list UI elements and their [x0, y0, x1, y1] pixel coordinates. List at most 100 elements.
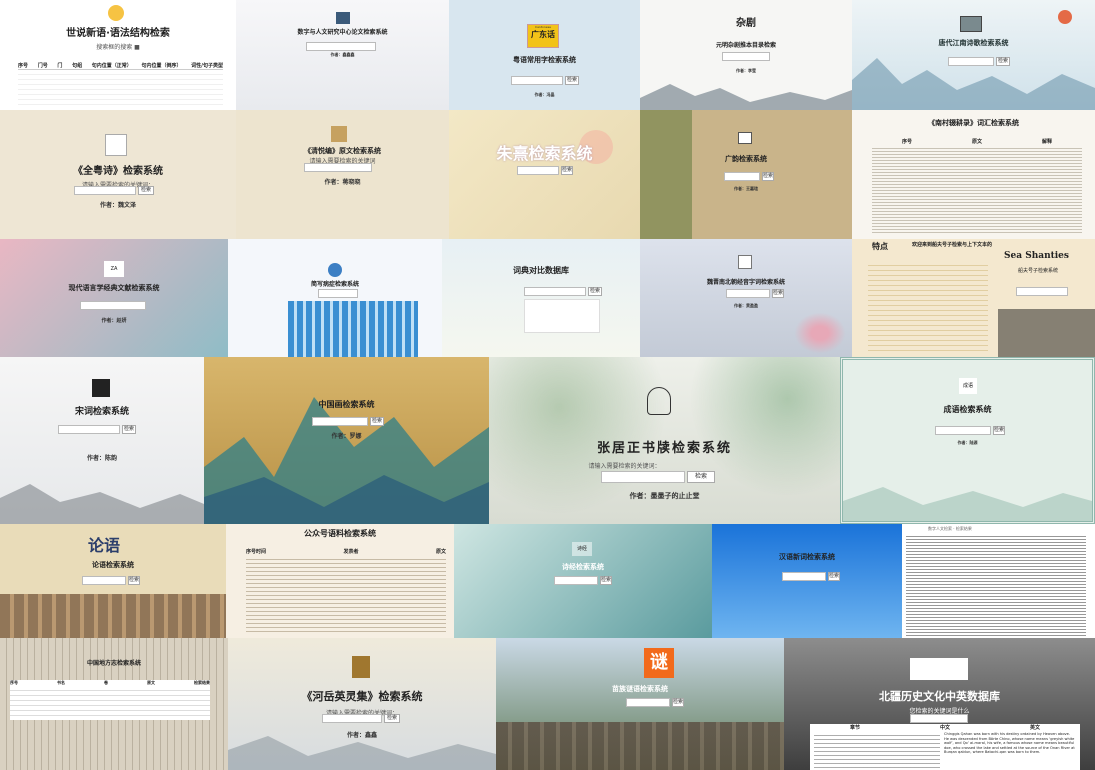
search-button[interactable]: 检索 — [687, 471, 715, 483]
search-button[interactable]: 检索 — [996, 57, 1010, 66]
tile-yuan-ming-zaju[interactable]: 杂剧 元明杂剧推本目录检索 作者：李莹 — [640, 0, 852, 110]
tile-digital-humanities-papers[interactable]: 数字与人文研究中心论文检索系统 作者：鑫鑫鑫 — [236, 0, 449, 110]
search-input[interactable] — [58, 425, 120, 434]
search-input[interactable] — [306, 42, 376, 51]
search-input[interactable] — [312, 417, 368, 426]
search-input[interactable] — [948, 57, 994, 66]
tile-local-gazetteer[interactable]: 中国地方志检索系统 序号 书名 卷 原文 检索结果 — [0, 638, 228, 770]
tile-idiom[interactable]: 成语 成语检索系统 检索 作者：陆源 — [840, 357, 1095, 524]
search-button[interactable]: 检索 — [370, 417, 384, 426]
search-button[interactable]: 检索 — [565, 76, 579, 85]
tile-title: 《南村辍耕录》词汇检索系统 — [928, 119, 1019, 127]
tile-new-words[interactable]: 汉语新词检索系统 检索 — [712, 524, 902, 638]
author-label: 作者：赵妍 — [101, 318, 127, 324]
tree-illustration — [640, 110, 692, 239]
search-input[interactable] — [74, 186, 136, 195]
search-input[interactable] — [322, 714, 382, 723]
tile-title: 中国地方志检索系统 — [86, 660, 141, 667]
tile-dictionary-compare[interactable]: 词典对比数据库 检索 — [442, 239, 640, 357]
author-label: 作者：墨墨子的止止堂 — [629, 492, 700, 500]
search-input[interactable] — [626, 698, 670, 707]
search-input[interactable] — [724, 172, 760, 181]
search-button[interactable]: 检索 — [128, 576, 140, 585]
institution-logo-icon — [910, 658, 968, 680]
tile-guangyun[interactable]: 广韵检索系统 检索 作者：王嘉瑄 — [640, 110, 852, 239]
tile-zhang-juzheng[interactable]: 张居正书牍检索系统 请输入需要检索的关键词： 检索 作者：墨墨子的止止堂 — [489, 357, 840, 524]
search-button[interactable]: 检索 — [384, 714, 400, 723]
tile-song-ci[interactable]: 宋词检索系统 检索 作者：陈韵 — [0, 357, 204, 524]
tile-analects[interactable]: 论语 论语检索系统 检索 — [0, 524, 226, 638]
search-button[interactable]: 检索 — [561, 166, 573, 175]
tile-sea-shanties[interactable]: 欢迎来到船夫号子检索与上下文本的 特点 Sea Shanties 船夫号子检索系… — [852, 239, 1095, 357]
tile-miao-riddles[interactable]: 谜 苗族谜语检索系统 检索 — [496, 638, 784, 770]
search-input[interactable] — [524, 287, 586, 296]
search-button[interactable]: 检索 — [772, 289, 784, 298]
tile-abbrev-disease[interactable]: 简写病症检索系统 — [228, 239, 442, 357]
center-logo-icon — [336, 12, 350, 24]
col-header: 词性/句子类型 — [191, 63, 223, 69]
search-input[interactable] — [935, 426, 991, 435]
tile-title: 《清悦编》原文检索系统 — [304, 146, 381, 155]
search-button[interactable]: 检索 — [588, 287, 602, 296]
col-header: 句内位置（倒序） — [141, 63, 182, 69]
tile-tang-jiangnan-poetry[interactable]: 唐代江南诗歌检索系统 检索 — [852, 0, 1095, 110]
search-input[interactable] — [782, 572, 826, 581]
tile-search-results[interactable]: 数字人文检索 · 检索结果 — [902, 524, 1095, 638]
tile-chinese-painting[interactable]: 中国画检索系统 检索 作者：罗娜 — [204, 357, 489, 524]
search-button[interactable]: 检索 — [122, 425, 136, 434]
mountain-illustration — [843, 487, 1092, 521]
tile-zhuxi[interactable]: 朱熹检索系统 检索 — [449, 110, 640, 239]
search-button[interactable]: 检索 — [993, 426, 1005, 435]
col-header: 发表者 — [343, 549, 359, 555]
col-header: 句组 — [72, 63, 83, 69]
header-text: 欢迎来到船夫号子检索与上下文本的 — [912, 242, 993, 248]
search-input[interactable] — [1016, 287, 1068, 296]
tile-title: 简写病症检索系统 — [310, 281, 359, 288]
search-input[interactable] — [722, 52, 770, 61]
tile-heyue-yingling[interactable]: 《河岳英灵集》检索系统 请输入需要检索的关键词： 检索 作者：鑫鑫 — [228, 638, 496, 770]
mountain-illustration — [0, 484, 204, 524]
search-button[interactable]: 检索 — [672, 698, 684, 707]
search-input[interactable] — [601, 471, 685, 483]
search-input[interactable] — [82, 576, 126, 585]
logo-top-text: Cantonese — [534, 25, 551, 29]
tile-nancun-vocab[interactable]: 《南村辍耕录》词汇检索系统 序号 原文 解释 — [852, 110, 1095, 239]
mountain-illustration — [852, 58, 1095, 110]
results-panel — [524, 299, 600, 333]
search-button[interactable]: 检索 — [138, 186, 154, 195]
portrait-icon — [647, 387, 671, 415]
search-button[interactable]: 检索 — [600, 576, 612, 585]
globe-logo-icon — [328, 263, 342, 277]
tile-qingyue-text[interactable]: 《清悦编》原文检索系统 请输入需要检索的关键词 作者：蒋晓晓 — [236, 110, 449, 239]
author-label: 作者：鑫鑫 — [346, 732, 377, 739]
tile-modern-linguistics[interactable]: ZA 现代语言学经典文献检索系统 作者：赵妍 — [0, 239, 228, 357]
tile-shijing[interactable]: 诗经 诗经检索系统 检索 — [454, 524, 712, 638]
sun-icon — [1058, 10, 1072, 24]
mountain-illustration — [640, 84, 852, 110]
search-input[interactable] — [517, 166, 559, 175]
search-button[interactable]: 检索 — [828, 572, 840, 581]
tile-quanyue-poetry[interactable]: 《全粤诗》检索系统 请输入需要检索的关键词： 检索 作者：魏文泽 — [0, 110, 236, 239]
tile-shishuo-grammar[interactable]: 世说新语·语法结构检索 搜索框的搜索 ■ 序号 门号 门 句组 句内位置（正常）… — [0, 0, 236, 110]
author-label: 作者：魏文泽 — [99, 202, 136, 209]
tile-cantonese-chars[interactable]: Cantonese 广东话 粤语常用字检索系统 检索 作者：冯晶 — [449, 0, 640, 110]
search-input[interactable] — [318, 289, 358, 298]
tile-title: 论语检索系统 — [92, 561, 134, 569]
search-input[interactable] — [304, 163, 372, 172]
search-input[interactable] — [80, 301, 146, 310]
col-header: 中文 — [939, 725, 950, 731]
search-input[interactable] — [511, 76, 563, 85]
tile-beijiang-history[interactable]: 北疆历史文化中英数据库 您检索的关键词是什么 章节 中文 英文 Chinggis… — [784, 638, 1095, 770]
author-label: 作者：黄盈盈 — [734, 303, 758, 308]
search-button[interactable]: 检索 — [762, 172, 774, 181]
search-input[interactable] — [726, 289, 770, 298]
table-rows — [10, 686, 210, 720]
tile-wechat-corpus[interactable]: 公众号语料检索系统 序号时间 发表者 原文 — [226, 524, 454, 638]
table-header: 序号 门号 门 句组 句内位置（正常） 句内位置（倒序） 词性/句子类型 — [18, 62, 223, 70]
table-header: 序号 原文 解释 — [872, 138, 1082, 145]
col-header: 原文 — [971, 139, 982, 145]
tile-title: 魏晋南北朝经音字词检索系统 — [706, 279, 785, 286]
tile-weijin-phonetic[interactable]: 魏晋南北朝经音字词检索系统 检索 作者：黄盈盈 — [640, 239, 852, 357]
search-input[interactable] — [554, 576, 598, 585]
search-input[interactable] — [910, 714, 968, 723]
